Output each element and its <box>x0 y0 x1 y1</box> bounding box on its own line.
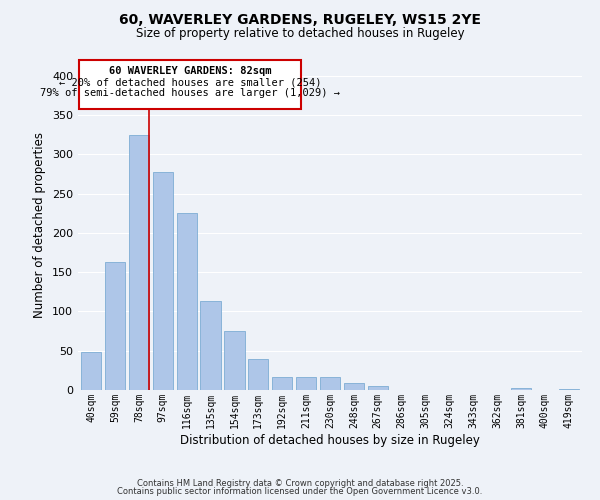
Bar <box>200 301 221 390</box>
Bar <box>224 331 245 390</box>
Text: Size of property relative to detached houses in Rugeley: Size of property relative to detached ho… <box>136 28 464 40</box>
Bar <box>176 213 197 390</box>
Text: 79% of semi-detached houses are larger (1,029) →: 79% of semi-detached houses are larger (… <box>40 88 340 99</box>
Y-axis label: Number of detached properties: Number of detached properties <box>34 132 46 318</box>
Bar <box>105 262 125 390</box>
Text: 60, WAVERLEY GARDENS, RUGELEY, WS15 2YE: 60, WAVERLEY GARDENS, RUGELEY, WS15 2YE <box>119 12 481 26</box>
Bar <box>296 378 316 390</box>
Bar <box>129 136 149 390</box>
Bar <box>559 389 579 390</box>
Bar <box>272 376 292 390</box>
Text: ← 20% of detached houses are smaller (254): ← 20% of detached houses are smaller (25… <box>59 78 322 88</box>
Text: 60 WAVERLEY GARDENS: 82sqm: 60 WAVERLEY GARDENS: 82sqm <box>109 66 272 76</box>
Text: Contains public sector information licensed under the Open Government Licence v3: Contains public sector information licen… <box>118 487 482 496</box>
Text: Contains HM Land Registry data © Crown copyright and database right 2025.: Contains HM Land Registry data © Crown c… <box>137 478 463 488</box>
X-axis label: Distribution of detached houses by size in Rugeley: Distribution of detached houses by size … <box>180 434 480 446</box>
Bar <box>81 352 101 390</box>
Bar <box>152 172 173 390</box>
Bar <box>368 386 388 390</box>
Bar <box>320 378 340 390</box>
FancyBboxPatch shape <box>79 60 301 108</box>
Bar <box>248 360 268 390</box>
Bar <box>344 383 364 390</box>
Bar <box>511 388 531 390</box>
